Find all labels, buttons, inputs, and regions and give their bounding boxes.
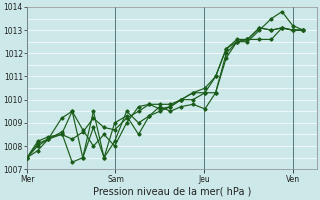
X-axis label: Pression niveau de la mer( hPa ): Pression niveau de la mer( hPa ) xyxy=(92,187,251,197)
